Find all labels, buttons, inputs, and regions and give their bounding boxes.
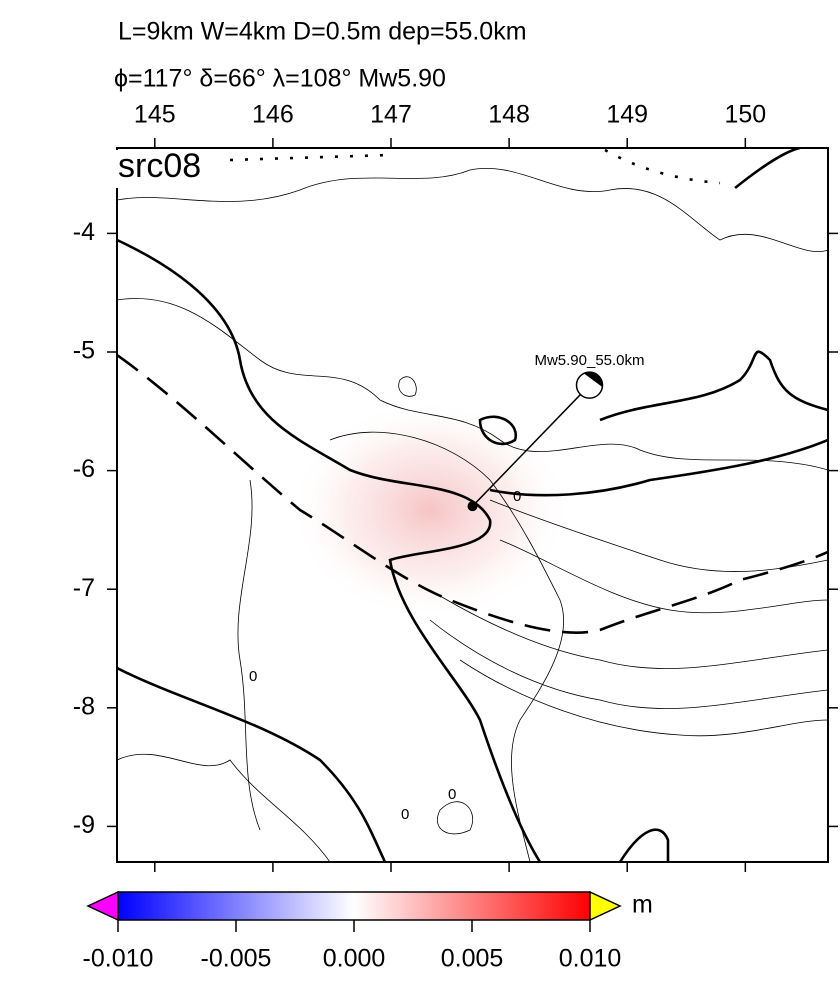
- contour: [499, 539, 828, 614]
- x-tick-label: 149: [606, 101, 648, 129]
- colorbar-tick-label: 0.000: [323, 945, 386, 973]
- colorbar-under: [86, 890, 119, 922]
- y-tick-label: -7: [73, 574, 95, 602]
- beachball-compression: [583, 371, 603, 388]
- contour: [437, 801, 473, 835]
- y-tick-label: -6: [73, 455, 95, 483]
- map-frame: [116, 147, 829, 863]
- title-line: ϕ=117° δ=66° λ=108° Mw5.90: [114, 65, 446, 93]
- colorbar-ticks: -0.010 -0.005 0.000 0.005 0.010: [83, 920, 622, 973]
- event-label: Mw5.90_55.0km: [534, 352, 644, 369]
- y-tick-label: -5: [73, 337, 95, 365]
- plate-boundary: [229, 153, 391, 162]
- contour-label: 0: [448, 786, 456, 803]
- y-tick-label: -9: [73, 811, 95, 839]
- contour: [237, 479, 261, 831]
- colorbar-tick-label: 0.005: [441, 945, 504, 973]
- coastline: [117, 238, 542, 862]
- epicenter: [467, 501, 478, 512]
- title-line: L=9km W=4km D=0.5m dep=55.0km: [118, 18, 527, 46]
- contour: [398, 376, 417, 397]
- contour: [117, 298, 828, 471]
- coastline: [478, 415, 518, 446]
- contour: [117, 753, 331, 862]
- trench: [117, 353, 828, 634]
- contour: [117, 168, 828, 252]
- colorbar-over: [589, 890, 622, 922]
- contour-label: 0: [513, 488, 521, 505]
- coastline: [618, 828, 670, 862]
- x-tick-label: 147: [370, 101, 412, 129]
- contour: [329, 431, 565, 862]
- panel-label: src08: [118, 147, 201, 185]
- event: Mw5.90_55.0km: [467, 352, 645, 512]
- colorbar: [117, 891, 591, 921]
- colorbar-tick-label: -0.010: [83, 945, 154, 973]
- y-tick-label: -4: [73, 218, 95, 246]
- displacement-field: [290, 400, 570, 620]
- plate-boundary: [604, 148, 721, 185]
- colorbar-unit: m: [632, 891, 653, 919]
- map-layers: [117, 148, 828, 862]
- x-tick-label: 148: [488, 101, 530, 129]
- colorbar-tick-label: 0.010: [559, 945, 622, 973]
- x-tick-label: 150: [724, 101, 766, 129]
- coastline: [489, 438, 828, 497]
- event-leader: [471, 384, 591, 507]
- contour: [459, 659, 828, 737]
- x-tick-label: 146: [252, 101, 294, 129]
- y-tick-label: -8: [73, 692, 95, 720]
- contour-label: 0: [249, 668, 257, 685]
- contour: [429, 619, 828, 709]
- contour-label: 0: [401, 806, 409, 823]
- colorbar-tick-label: -0.005: [201, 945, 272, 973]
- coastline: [734, 148, 801, 190]
- coastline: [599, 350, 828, 422]
- contour: [429, 589, 828, 669]
- x-tick-label: 145: [134, 101, 176, 129]
- coastline: [117, 666, 387, 862]
- label-background: [113, 150, 225, 188]
- axes: 145 146 147 148 149 150 -4 -5 -6 -7 -8 -9: [73, 101, 838, 872]
